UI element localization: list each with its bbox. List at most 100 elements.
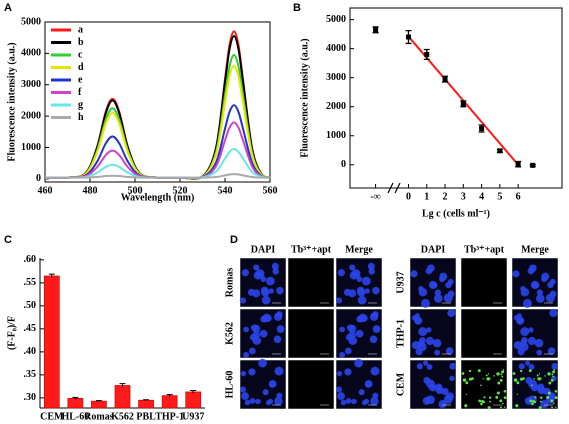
x-tick-label: 6 [516, 191, 521, 202]
nucleus [438, 399, 447, 409]
green-signal [499, 399, 503, 403]
nucleus [349, 264, 356, 271]
green-signal [503, 389, 507, 393]
nucleus [422, 397, 431, 405]
nucleus [517, 348, 525, 356]
x-tick-label: 2 [443, 191, 448, 202]
nucleus [370, 366, 380, 376]
legend-label: f [78, 87, 82, 98]
nucleus [354, 358, 363, 368]
green-signal [482, 378, 484, 380]
nucleus [239, 297, 247, 304]
x-tick-label: 4 [479, 191, 484, 202]
green-signal [536, 374, 539, 377]
panel-label: D [230, 234, 238, 246]
nucleus [367, 262, 375, 270]
nucleus [549, 290, 557, 298]
x-tick-label: 0 [406, 191, 411, 202]
column-label: Tb³⁺+apt [464, 244, 505, 255]
nucleus [414, 317, 422, 325]
legend-label: b [78, 37, 84, 48]
nucleus [426, 363, 433, 370]
nucleus [372, 325, 381, 333]
green-signal [512, 372, 516, 375]
y-axis-label: (F-F₀)/F [6, 316, 17, 350]
nucleus [427, 264, 435, 272]
green-signal [519, 369, 523, 373]
green-signal [529, 399, 533, 403]
green-signal [497, 381, 501, 385]
green-signal [489, 400, 491, 403]
nucleus [535, 294, 545, 303]
y-tick-label: 5000 [21, 16, 41, 27]
green-signal [481, 400, 484, 403]
nucleus [345, 397, 352, 404]
error-bar [166, 394, 173, 397]
nucleus [434, 289, 442, 296]
nucleus [268, 288, 274, 294]
nucleus [252, 289, 261, 298]
green-signal [552, 375, 555, 378]
nucleus [518, 363, 525, 370]
nucleus [243, 351, 250, 358]
green-signal [553, 369, 556, 371]
green-signal [487, 406, 491, 410]
micrograph [287, 359, 335, 410]
y-axis-label: Fluorescence intensity (a.u.) [299, 38, 310, 157]
nucleus [355, 329, 364, 338]
green-signal [550, 399, 554, 403]
nucleus [249, 397, 256, 404]
nucleus [351, 398, 357, 405]
nucleus [258, 358, 267, 368]
nucleus [537, 386, 546, 395]
nucleus [274, 397, 283, 406]
nucleus [416, 363, 423, 370]
y-tick-label: 4000 [21, 48, 41, 59]
green-signal [544, 375, 546, 377]
nucleus [372, 392, 379, 399]
y-tick-label: 0 [36, 173, 41, 184]
nucleus [357, 295, 367, 305]
data-point [405, 34, 411, 40]
nucleus [356, 276, 363, 283]
nucleus [261, 288, 270, 297]
column-label: DAPI [421, 244, 446, 255]
nucleus [335, 297, 343, 304]
nucleus [426, 379, 435, 389]
green-signal [465, 393, 467, 395]
y-tick-label: .45 [24, 323, 37, 334]
nucleus [536, 289, 544, 296]
x-tick-label: U937 [182, 411, 204, 422]
column-label: Tb³⁺+apt [291, 244, 332, 255]
green-signal [493, 375, 495, 377]
green-signal [513, 378, 518, 382]
nucleus [337, 269, 345, 277]
green-signal [550, 378, 554, 382]
nucleus [348, 324, 357, 333]
x-tick-label: HL-60 [61, 411, 89, 422]
micrograph [460, 359, 508, 410]
nucleus [240, 386, 247, 393]
nucleus [525, 360, 531, 366]
y-tick-label: 2000 [326, 101, 346, 112]
x-tick-label: 3 [461, 191, 466, 202]
micrograph [460, 257, 508, 308]
nucleus [273, 312, 283, 321]
micrograph [239, 308, 287, 359]
nucleus [336, 371, 343, 377]
nucleus [358, 313, 368, 323]
nucleus [339, 351, 346, 358]
green-signal [538, 373, 541, 375]
nucleus [260, 276, 267, 283]
y-tick-label: 2000 [21, 110, 41, 121]
row-label: HL-60 [224, 371, 235, 399]
nucleus [527, 336, 536, 346]
bar [91, 400, 107, 409]
nucleus [348, 289, 357, 298]
x-tick-label: 520 [173, 185, 188, 196]
nucleus [337, 392, 345, 400]
green-signal [532, 400, 535, 403]
nucleus [369, 335, 378, 344]
nucleus [364, 288, 370, 294]
